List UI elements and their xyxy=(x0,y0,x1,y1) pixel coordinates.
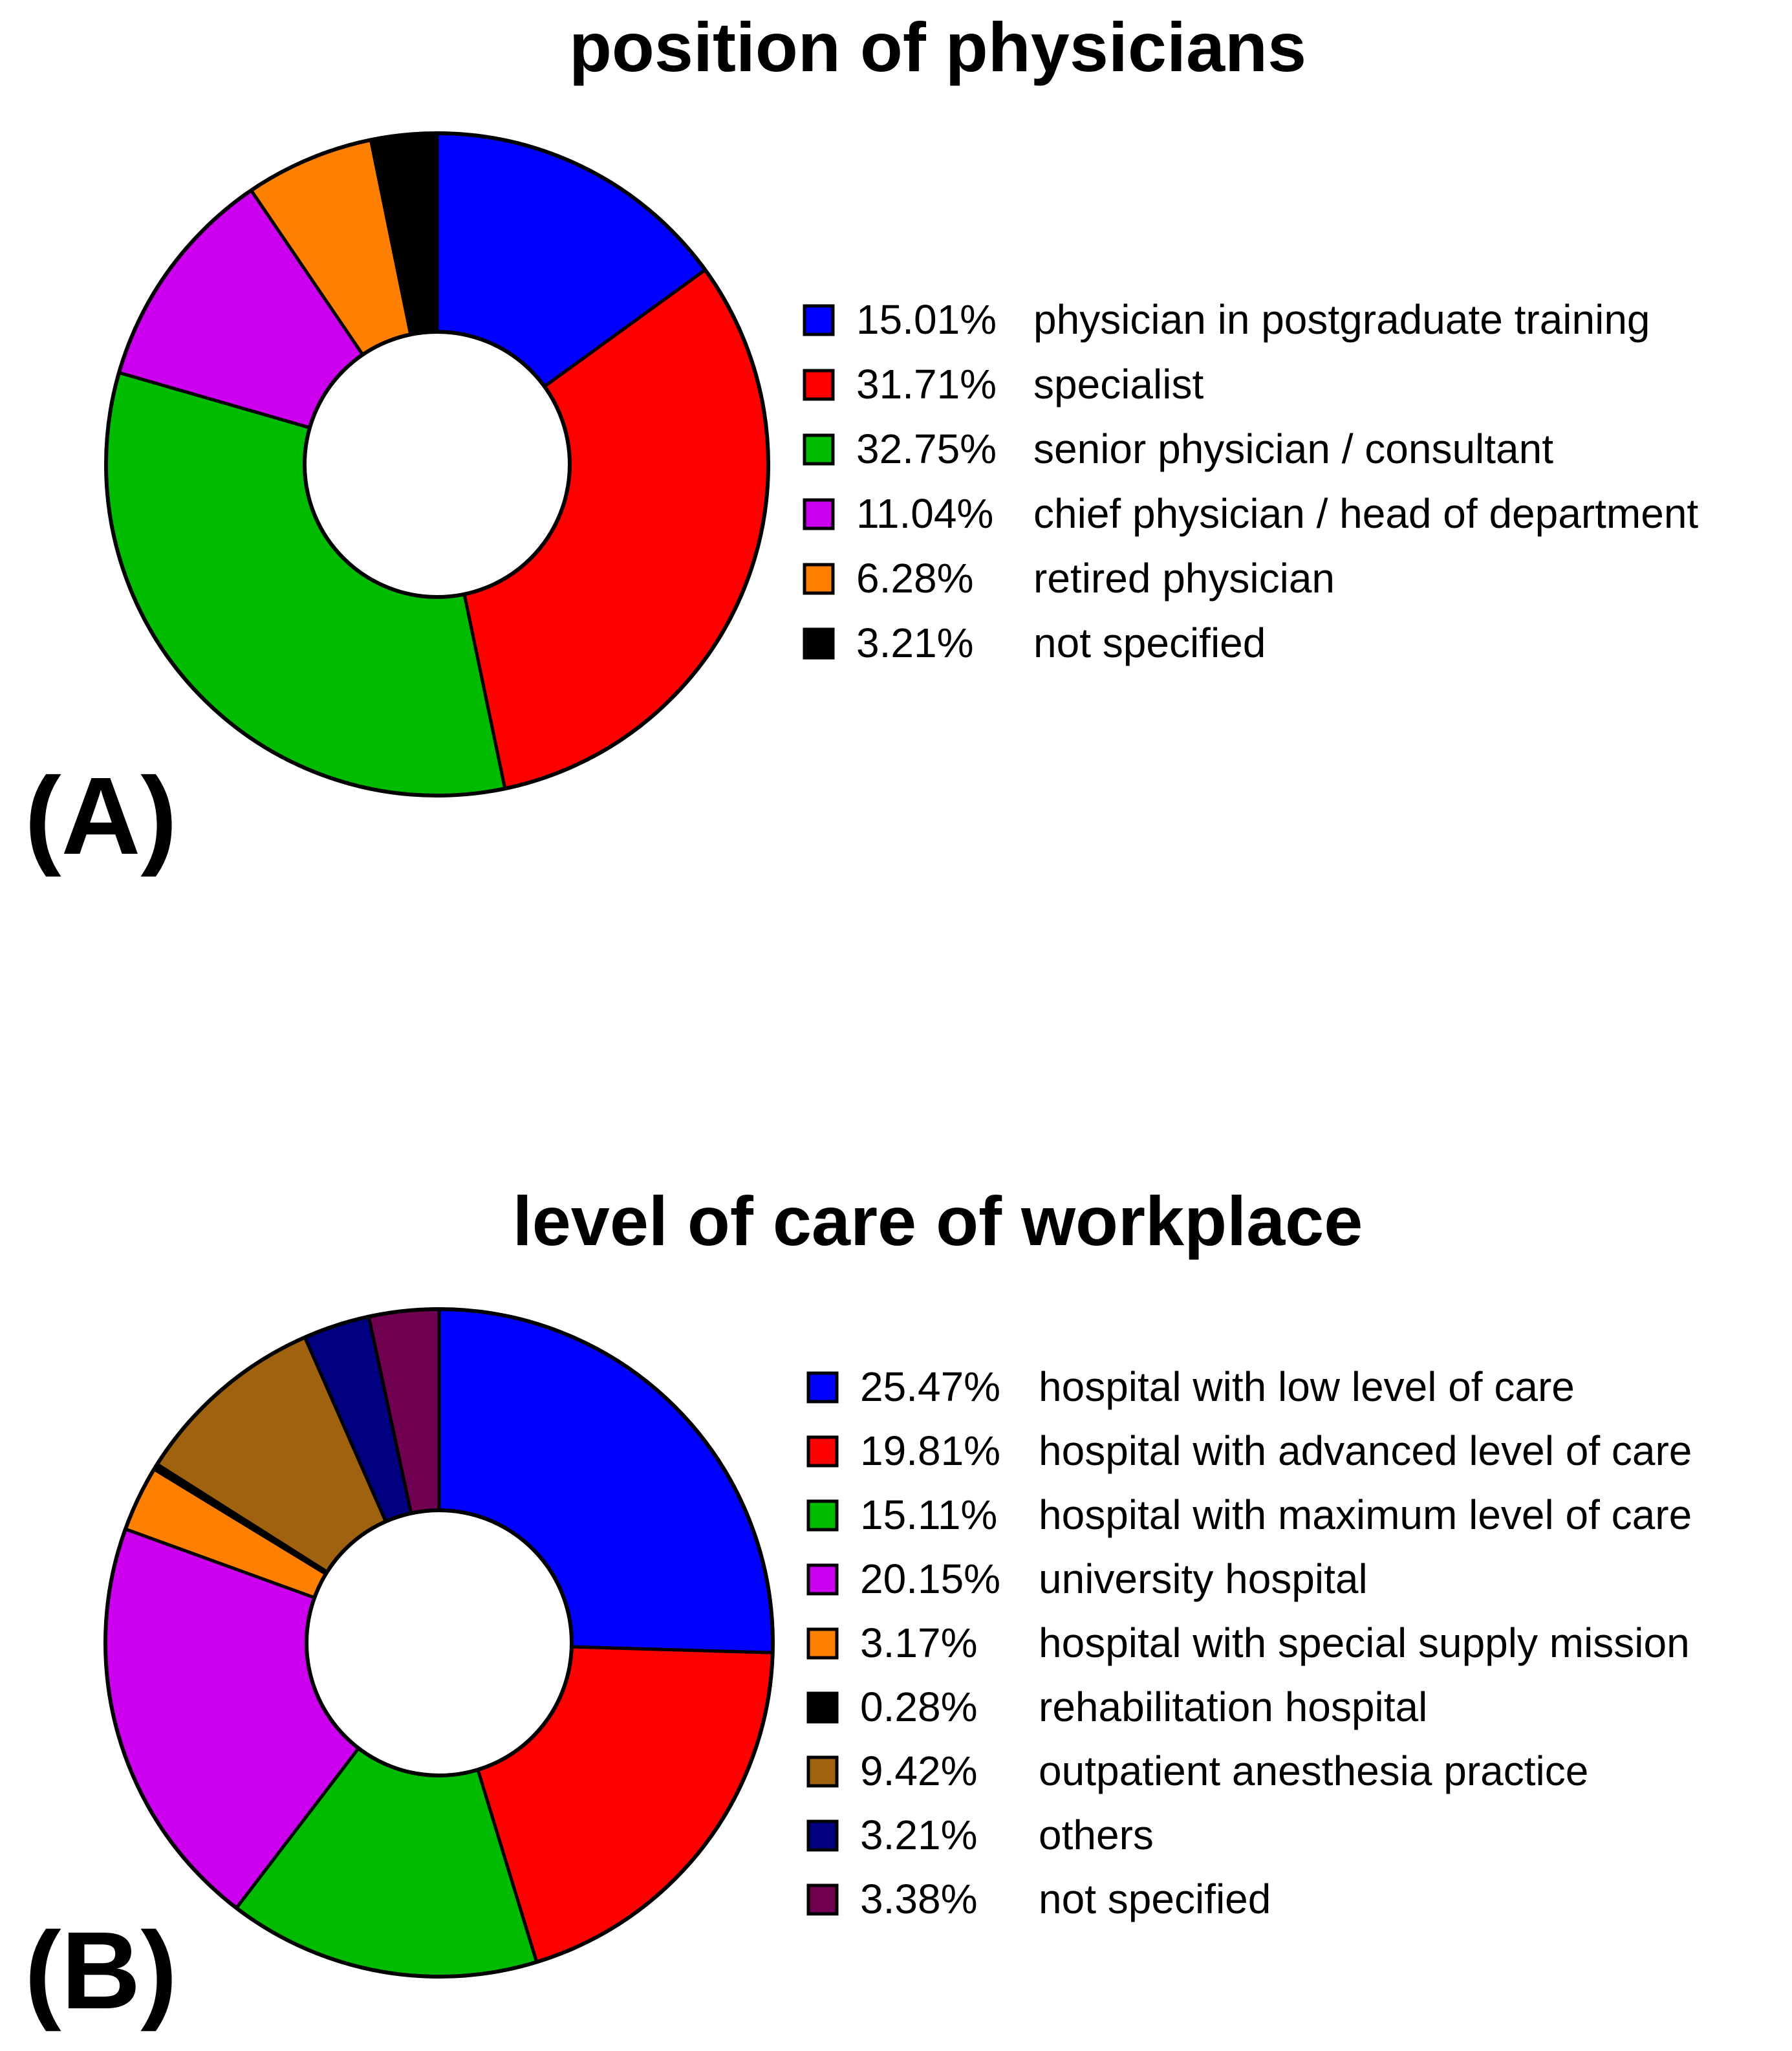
chart-a-legend-value-5: 6.28% xyxy=(856,555,973,602)
chart-b-panel-label: (B) xyxy=(25,1909,177,2032)
chart-a-legend: 15.01% physician in postgraduate training… xyxy=(803,296,1698,666)
chart-a-legend-swatch-1 xyxy=(803,304,835,336)
chart-b-legend-value-7: 9.42% xyxy=(860,1748,977,1794)
chart-b-legend-label-6: rehabilitation hospital xyxy=(1039,1684,1427,1730)
chart-b-legend-label-5: hospital with special supply mission xyxy=(1039,1620,1690,1666)
chart-b-legend-value-1: 25.47% xyxy=(860,1363,1000,1410)
chart-a-legend-swatch-3 xyxy=(803,433,835,466)
chart-b-legend: 25.47% hospital with low level of care 19.… xyxy=(806,1363,1692,1922)
chart-b-title: level of care of workplace xyxy=(513,1182,1363,1260)
chart-b-legend-label-8: others xyxy=(1039,1812,1154,1858)
chart-b-legend-swatch-6 xyxy=(806,1691,839,1724)
chart-b-outer-ring xyxy=(103,1307,775,1979)
chart-a-legend-value-6: 3.21% xyxy=(856,620,973,666)
chart-b-legend-value-9: 3.38% xyxy=(860,1876,977,1922)
chart-a: position of physicians 15.01% physician i… xyxy=(25,8,1698,878)
chart-b-legend-swatch-9 xyxy=(806,1883,839,1916)
chart-a-panel-label: (A) xyxy=(25,755,177,878)
chart-a-legend-value-1: 15.01% xyxy=(856,296,997,343)
chart-b-legend-swatch-1 xyxy=(806,1371,839,1404)
chart-a-legend-swatch-6 xyxy=(803,627,835,660)
chart-b-legend-label-4: university hospital xyxy=(1039,1556,1368,1602)
chart-a-legend-label-2: specialist xyxy=(1033,361,1204,407)
chart-b-legend-swatch-8 xyxy=(806,1819,839,1852)
chart-a-legend-label-1: physician in postgraduate training xyxy=(1033,296,1650,343)
chart-a-legend-label-6: not specified xyxy=(1033,620,1266,666)
chart-b-legend-value-2: 19.81% xyxy=(860,1427,1000,1474)
chart-a-donut-hole xyxy=(303,330,572,599)
chart-b-legend-label-9: not specified xyxy=(1039,1876,1271,1922)
chart-b-legend-value-8: 3.21% xyxy=(860,1812,977,1858)
chart-b-legend-label-3: hospital with maximum level of care xyxy=(1039,1492,1692,1538)
chart-b-legend-label-1: hospital with low level of care xyxy=(1039,1363,1575,1410)
chart-b-legend-value-6: 0.28% xyxy=(860,1684,977,1730)
chart-b-legend-label-7: outpatient anesthesia practice xyxy=(1039,1748,1588,1794)
chart-b: level of care of workplace 25.47% hospita… xyxy=(25,1182,1692,2032)
chart-a-legend-label-3: senior physician / consultant xyxy=(1033,426,1553,472)
chart-a-legend-swatch-4 xyxy=(803,498,835,530)
chart-b-legend-value-4: 20.15% xyxy=(860,1556,1000,1602)
chart-a-outer-ring xyxy=(104,131,770,798)
chart-a-legend-value-3: 32.75% xyxy=(856,426,997,472)
chart-b-legend-swatch-3 xyxy=(806,1499,839,1532)
chart-a-title: position of physicians xyxy=(569,8,1306,86)
chart-b-legend-swatch-7 xyxy=(806,1755,839,1788)
chart-a-donut xyxy=(104,131,770,798)
chart-b-legend-swatch-4 xyxy=(806,1563,839,1596)
chart-a-legend-swatch-5 xyxy=(803,563,835,595)
chart-b-donut xyxy=(103,1307,775,1979)
chart-a-legend-value-2: 31.71% xyxy=(856,361,997,407)
chart-b-legend-value-5: 3.17% xyxy=(860,1620,977,1666)
chart-b-donut-hole xyxy=(305,1508,574,1777)
chart-a-legend-label-4: chief physician / head of department xyxy=(1033,490,1698,537)
chart-b-legend-label-2: hospital with advanced level of care xyxy=(1039,1427,1692,1474)
chart-b-legend-swatch-2 xyxy=(806,1435,839,1468)
chart-b-legend-swatch-5 xyxy=(806,1627,839,1660)
chart-a-legend-swatch-2 xyxy=(803,369,835,401)
chart-b-legend-value-3: 15.11% xyxy=(860,1492,997,1538)
chart-a-legend-label-5: retired physician xyxy=(1033,555,1335,602)
chart-a-legend-value-4: 11.04% xyxy=(856,490,993,537)
